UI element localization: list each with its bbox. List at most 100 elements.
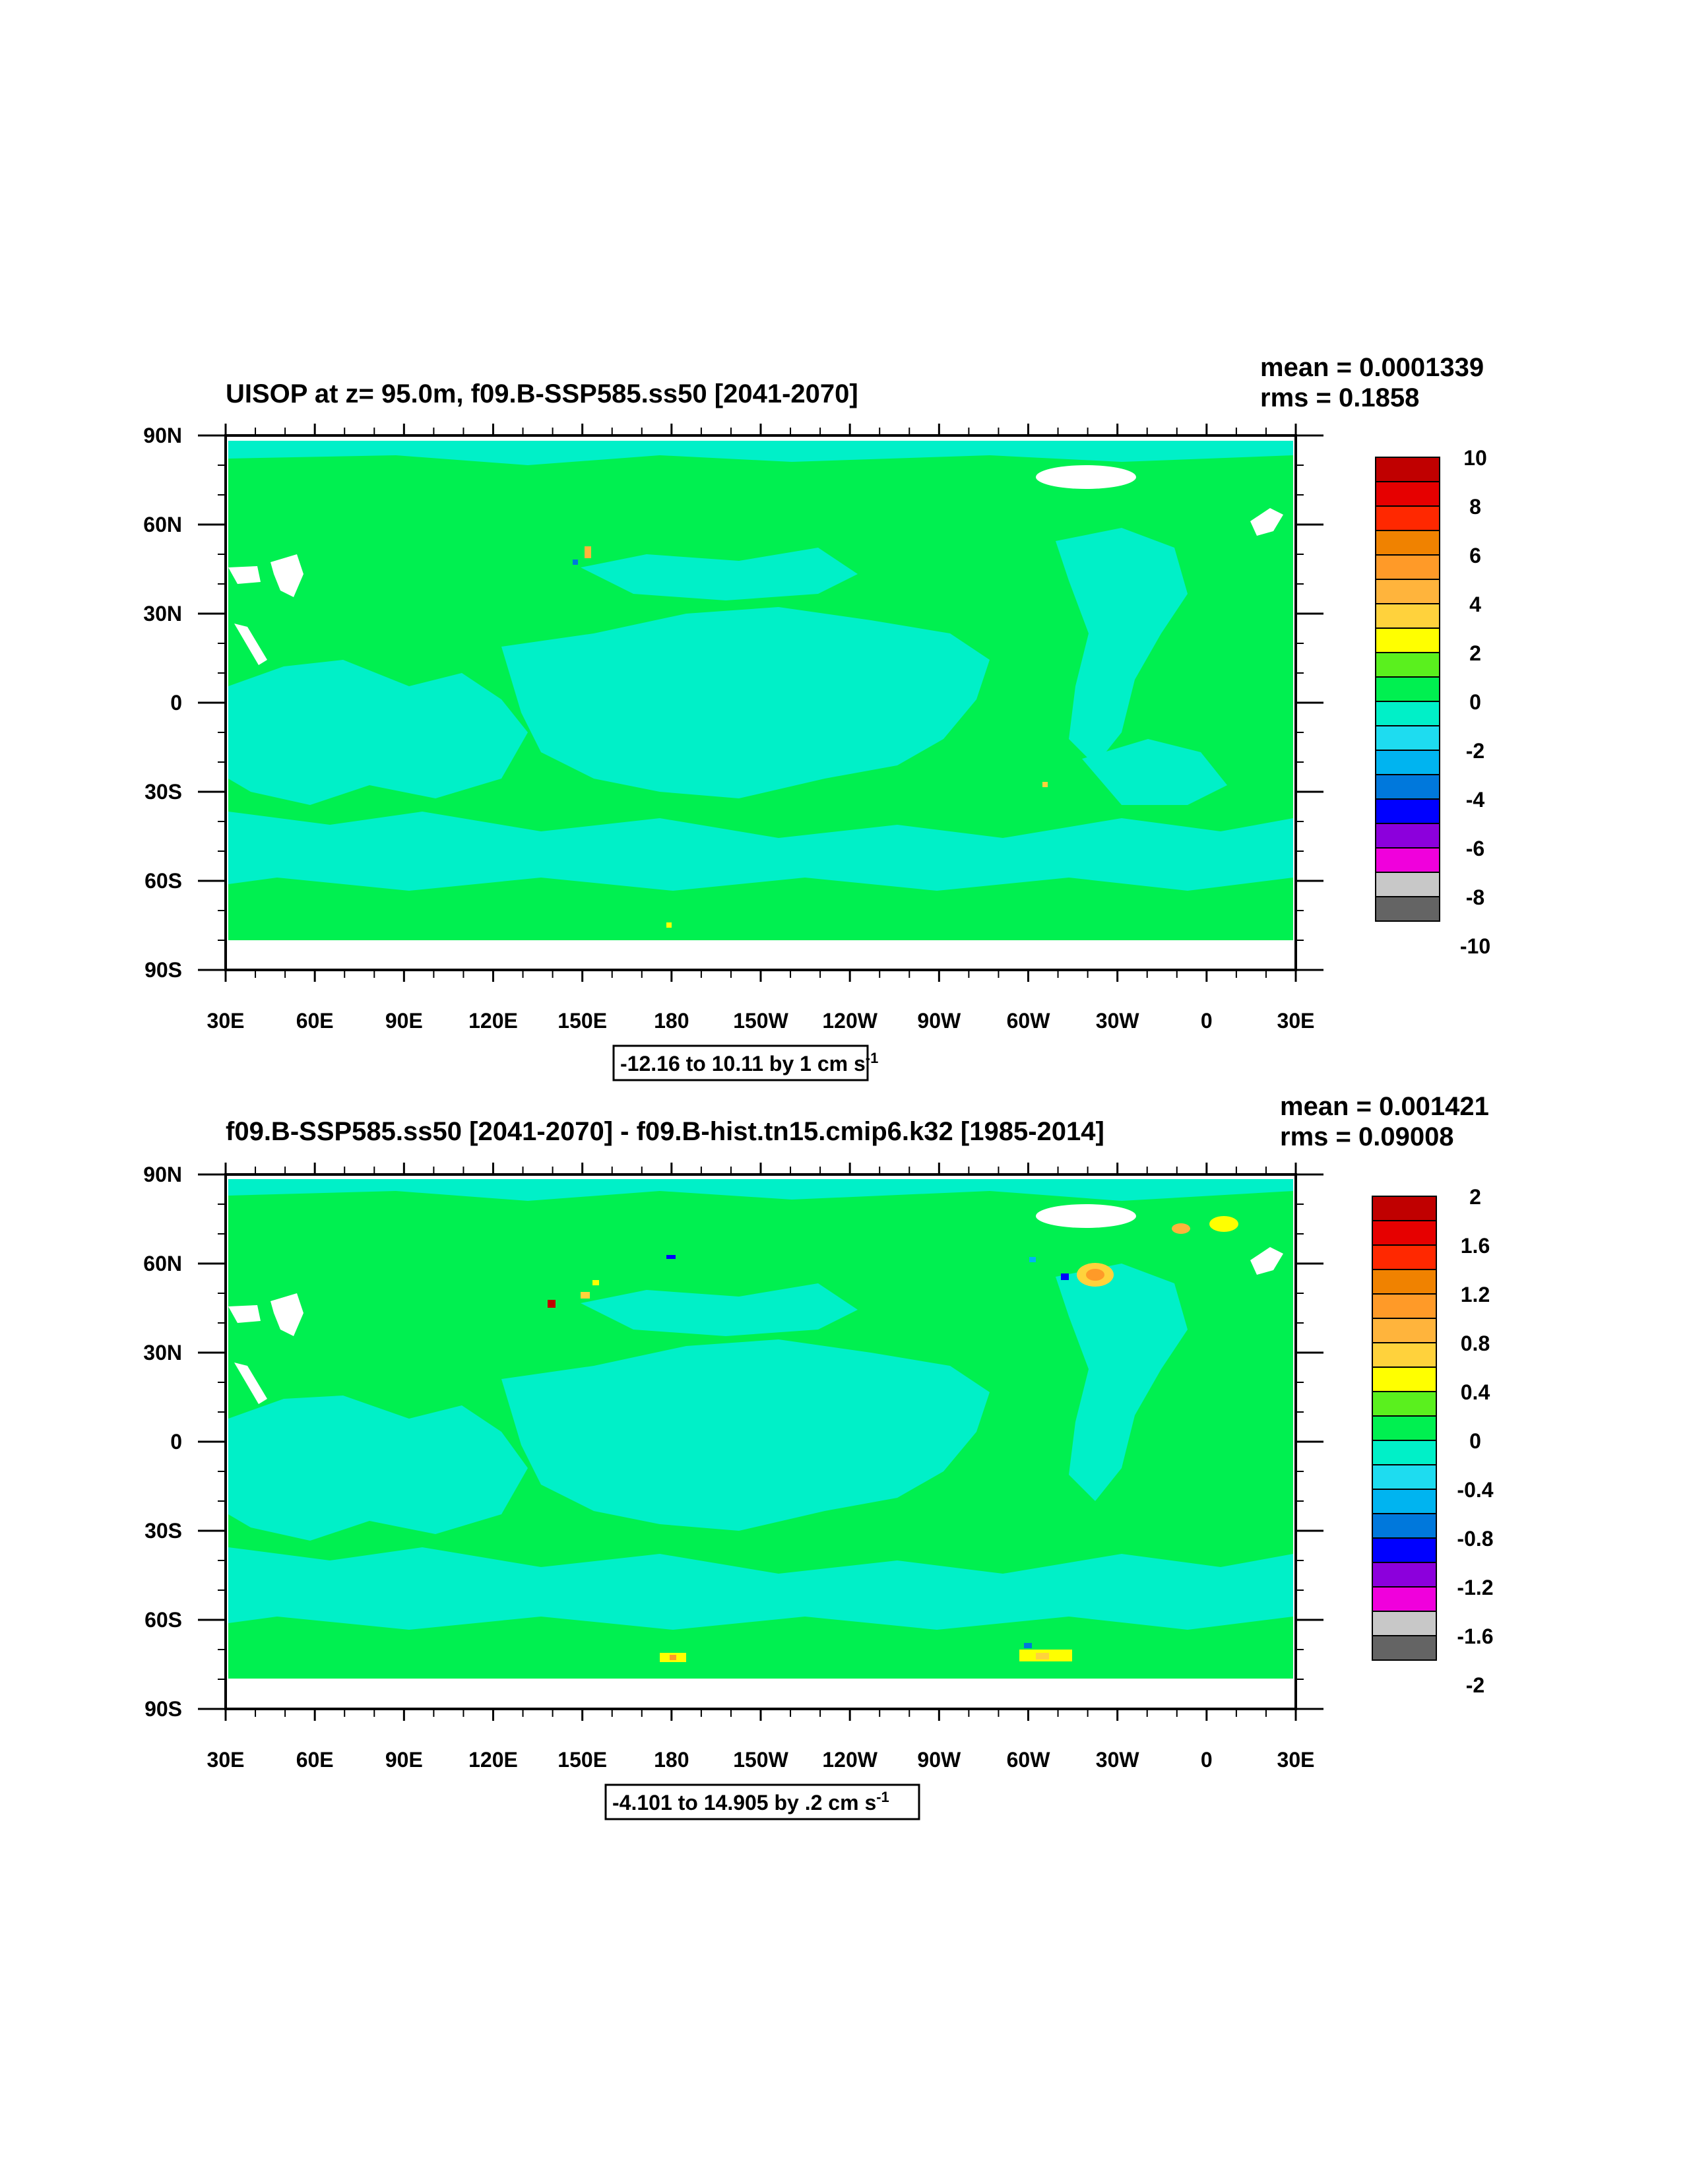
- axis-ticks: 30E 60E 90E 120E 150E 180 150W 120W 90W 60W 30W 0 30…: [143, 424, 1323, 1033]
- x-tick-label: 150E: [558, 1748, 607, 1772]
- stats-rms: rms = 0.1858: [1260, 383, 1419, 412]
- y-tick-label: 60S: [144, 1608, 182, 1632]
- hotspot-kuroshio: [585, 546, 591, 558]
- hotspot-gulfstream: [1042, 782, 1048, 787]
- hotspot-weddell-3: [1024, 1643, 1032, 1648]
- map-field: [228, 441, 1293, 940]
- hotspot-kuroshio-2: [581, 1292, 590, 1299]
- colorbar-box: [1372, 1244, 1437, 1270]
- colorbar-box: [1375, 774, 1440, 800]
- colorbar-label: 2: [1469, 641, 1481, 665]
- colorbar-box: [1372, 1391, 1437, 1417]
- hotspot-kuroshio-2: [573, 560, 578, 565]
- colorbar-box: [1375, 701, 1440, 726]
- y-tick-label: 30S: [144, 1519, 182, 1543]
- contour-info-sup: -1: [876, 1789, 889, 1805]
- caspian-mask: [271, 1293, 303, 1336]
- x-tick-label: 0: [1201, 1009, 1213, 1033]
- atlantic-low: [1056, 528, 1188, 765]
- axis-ticks: 30E 60E 90E 120E 150E 180 150W 120W 90W 60W 30W 0 30…: [143, 1163, 1323, 1772]
- hotspot-gulfstream-neg-2: [1029, 1257, 1036, 1262]
- y-tick-label: 30S: [144, 780, 182, 804]
- colorbar-box: [1375, 457, 1440, 482]
- colorbar-box: [1372, 1196, 1437, 1221]
- colorbar-box: [1375, 554, 1440, 580]
- colorbar-label: 4: [1469, 593, 1481, 616]
- south-atlantic-low: [1082, 739, 1227, 805]
- x-tick-label: 0: [1201, 1748, 1213, 1772]
- x-tick-label: 30E: [207, 1748, 245, 1772]
- hudson-mask: [1250, 1247, 1283, 1275]
- contour-info-box: [612, 1044, 869, 1081]
- y-tick-label: 30N: [143, 1341, 182, 1365]
- red-sea-mask: [234, 1363, 267, 1404]
- x-tick-label: 30E: [1277, 1009, 1315, 1033]
- hotspot-weddell-2: [1036, 1653, 1049, 1659]
- colorbar-box: [1372, 1489, 1437, 1514]
- y-tick-label: 0: [170, 691, 182, 715]
- colorbar-box: [1372, 1464, 1437, 1490]
- colorbar-box: [1375, 847, 1440, 873]
- atlantic-low: [1056, 1264, 1188, 1501]
- x-tick-label: 60E: [296, 1009, 334, 1033]
- colorbar-box: [1375, 627, 1440, 653]
- colorbar-box: [1372, 1366, 1437, 1392]
- colorbar-box: [1372, 1586, 1437, 1612]
- y-tick-label: 60N: [143, 513, 182, 536]
- colorbar-box: [1375, 872, 1440, 897]
- colorbar-label: -2: [1466, 1673, 1484, 1697]
- colorbar-box: [1372, 1440, 1437, 1465]
- colorbar-label: 0.8: [1461, 1332, 1490, 1355]
- contour-info: -12.16 to 10.11 by 1 cm s-1: [620, 1050, 878, 1076]
- x-tick-label: 120W: [822, 1748, 877, 1772]
- colorbar-box: [1375, 530, 1440, 556]
- colorbar-label: 2: [1469, 1185, 1481, 1209]
- x-tick-label: 180: [654, 1748, 689, 1772]
- map-field: [228, 1179, 1293, 1679]
- colorbar-label: -0.8: [1457, 1527, 1493, 1551]
- colorbar-labels: 2 1.6 1.2 0.8 0.4 0 -0.4 -0.8 -1.2 -1.6 -2: [1457, 1185, 1493, 1697]
- aral-mask: [228, 1305, 261, 1323]
- colorbar-label: 1.2: [1461, 1283, 1490, 1306]
- colorbar-label: 0: [1469, 1429, 1481, 1453]
- colorbar-label: -1.2: [1457, 1576, 1493, 1599]
- colorbar-box: [1375, 603, 1440, 629]
- colorbar-label: -2: [1466, 739, 1484, 763]
- contour-info-main: -4.101 to 14.905 by .2 cm s: [612, 1791, 876, 1815]
- colorbar-box: [1372, 1635, 1437, 1661]
- hotspot-labrador: [1209, 1216, 1238, 1232]
- colorbar-box: [1375, 798, 1440, 824]
- hotspot-kuroshio-3: [592, 1280, 599, 1285]
- aral-mask: [228, 566, 261, 584]
- greenland-mask: [1036, 1204, 1136, 1228]
- colorbar-box: [1375, 725, 1440, 751]
- red-sea-mask: [234, 624, 267, 665]
- colorbar: [1372, 1196, 1437, 1661]
- x-tick-label: 120W: [822, 1009, 877, 1033]
- x-tick-label: 150E: [558, 1009, 607, 1033]
- y-tick-label: 90N: [143, 1163, 182, 1186]
- x-tick-label: 60W: [1007, 1009, 1051, 1033]
- colorbar: [1375, 457, 1440, 922]
- hotspot-north-atlantic-core: [1086, 1269, 1104, 1281]
- colorbar-label: -4: [1466, 788, 1485, 812]
- colorbar-label: -1.6: [1457, 1624, 1493, 1648]
- stats-mean: mean = 0.0001339: [1260, 353, 1484, 382]
- x-tick-label: 60W: [1007, 1748, 1051, 1772]
- x-tick-label: 120E: [468, 1748, 518, 1772]
- plot-title: f09.B-SSP585.ss50 [2041-2070] - f09.B-hi…: [226, 1117, 1104, 1146]
- x-tick-label: 120E: [468, 1009, 518, 1033]
- colorbar-box: [1372, 1220, 1437, 1246]
- north-pacific-low: [581, 548, 858, 600]
- indian-ocean-low: [228, 1396, 528, 1541]
- colorbar-box: [1372, 1269, 1437, 1295]
- colorbar-box: [1372, 1513, 1437, 1539]
- y-tick-label: 90N: [143, 424, 182, 447]
- colorbar-box: [1372, 1293, 1437, 1319]
- colorbar-box: [1372, 1537, 1437, 1563]
- y-tick-label: 60N: [143, 1252, 182, 1275]
- colorbar-box: [1375, 676, 1440, 702]
- stats-mean: mean = 0.001421: [1280, 1092, 1489, 1121]
- colorbar-box: [1372, 1342, 1437, 1368]
